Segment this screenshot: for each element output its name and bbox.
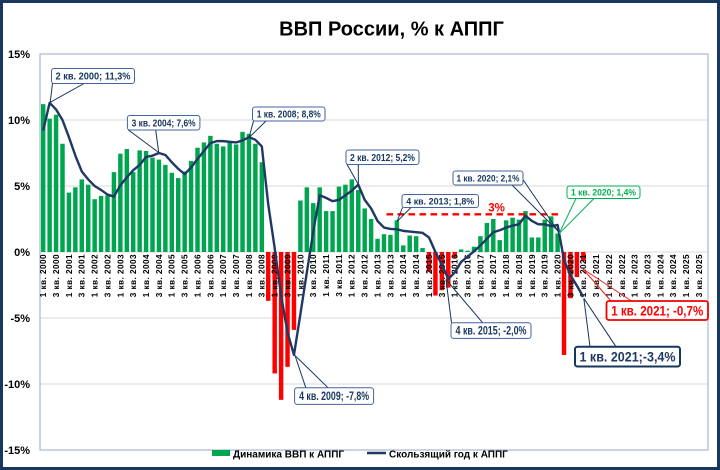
svg-text:ВВП России, % к АППГ: ВВП России, % к АППГ [279, 19, 504, 41]
svg-text:3 кв. 2025: 3 кв. 2025 [695, 254, 704, 297]
svg-text:1 кв. 2011: 1 кв. 2011 [322, 254, 331, 297]
svg-text:Скользящий год к АППГ: Скользящий год к АППГ [389, 450, 508, 461]
svg-text:1 кв. 2022: 1 кв. 2022 [605, 254, 614, 297]
svg-text:3 кв. 2021: 3 кв. 2021 [592, 254, 601, 297]
svg-text:3 кв. 2014: 3 кв. 2014 [412, 254, 421, 297]
svg-text:2 кв. 2012; 5,2%: 2 кв. 2012; 5,2% [350, 153, 415, 164]
svg-text:1 кв. 2006: 1 кв. 2006 [193, 254, 202, 297]
svg-text:1 кв. 2020: 1 кв. 2020 [554, 254, 563, 297]
svg-text:1 кв. 2021;-3,4%: 1 кв. 2021;-3,4% [580, 349, 676, 365]
svg-text:4 кв. 2013; 1,8%: 4 кв. 2013; 1,8% [406, 196, 475, 207]
svg-text:3%: 3% [488, 203, 505, 215]
svg-text:3 кв. 2019: 3 кв. 2019 [541, 254, 550, 297]
svg-text:3 кв. 2006: 3 кв. 2006 [206, 254, 215, 297]
svg-text:3 кв. 2011: 3 кв. 2011 [335, 254, 344, 297]
svg-text:1 кв. 2010: 1 кв. 2010 [296, 254, 305, 297]
svg-text:1 кв. 2019: 1 кв. 2019 [528, 254, 537, 297]
svg-text:3 кв. 2000: 3 кв. 2000 [52, 254, 61, 297]
svg-text:1 кв. 2012: 1 кв. 2012 [348, 254, 357, 297]
svg-text:1 кв. 2003: 1 кв. 2003 [116, 254, 125, 297]
svg-text:1 кв. 2002: 1 кв. 2002 [91, 254, 100, 297]
svg-text:10%: 10% [8, 115, 30, 127]
svg-text:1 кв. 2023: 1 кв. 2023 [631, 254, 640, 297]
svg-text:3 кв. 2018: 3 кв. 2018 [515, 254, 524, 297]
svg-text:-10%: -10% [4, 379, 30, 391]
svg-text:3 кв. 2022: 3 кв. 2022 [618, 254, 627, 297]
svg-text:3 кв. 2004; 7,6%: 3 кв. 2004; 7,6% [132, 118, 196, 129]
svg-text:15%: 15% [8, 49, 30, 61]
svg-text:1 кв. 2018: 1 кв. 2018 [502, 254, 511, 297]
svg-text:1 кв. 2014: 1 кв. 2014 [399, 254, 408, 297]
svg-text:1 кв. 2021; -0,7%: 1 кв. 2021; -0,7% [611, 303, 703, 319]
svg-text:3 кв. 2012: 3 кв. 2012 [361, 254, 370, 297]
svg-text:4 кв. 2009; -7,8%: 4 кв. 2009; -7,8% [299, 391, 369, 403]
svg-text:3 кв. 2007: 3 кв. 2007 [232, 254, 241, 297]
svg-text:1 кв. 2008: 1 кв. 2008 [245, 254, 254, 297]
svg-text:3 кв. 2008: 3 кв. 2008 [258, 254, 267, 297]
svg-text:1 кв. 2024: 1 кв. 2024 [656, 254, 665, 297]
svg-text:1 кв. 2007: 1 кв. 2007 [219, 254, 228, 297]
svg-text:3 кв. 2001: 3 кв. 2001 [78, 254, 87, 297]
svg-text:1 кв. 2008; 8,8%: 1 кв. 2008; 8,8% [257, 110, 321, 121]
svg-text:3 кв. 2015: 3 кв. 2015 [438, 254, 447, 297]
svg-text:1 кв. 2016: 1 кв. 2016 [451, 254, 460, 297]
svg-text:4 кв. 2015; -2,0%: 4 кв. 2015; -2,0% [456, 326, 527, 338]
svg-text:3 кв. 2017: 3 кв. 2017 [489, 254, 498, 297]
svg-text:0%: 0% [14, 247, 30, 259]
svg-text:3 кв. 2002: 3 кв. 2002 [103, 254, 112, 297]
svg-text:1 кв. 2009: 1 кв. 2009 [271, 254, 280, 297]
svg-text:1 кв. 2013: 1 кв. 2013 [373, 254, 382, 297]
svg-text:5%: 5% [14, 181, 30, 193]
svg-text:1 кв. 2001: 1 кв. 2001 [65, 254, 74, 297]
svg-text:Динамика ВВП к АППГ: Динамика ВВП к АППГ [233, 450, 344, 461]
svg-text:1 кв. 2015: 1 кв. 2015 [425, 254, 434, 297]
svg-text:3 кв. 2009: 3 кв. 2009 [283, 254, 292, 297]
svg-text:3 кв. 2010: 3 кв. 2010 [309, 254, 318, 297]
svg-text:1 кв. 2000: 1 кв. 2000 [39, 254, 48, 297]
svg-text:1 кв. 2004: 1 кв. 2004 [142, 254, 151, 297]
svg-text:-15%: -15% [4, 445, 30, 457]
svg-text:1 кв. 2020; 2,1%: 1 кв. 2020; 2,1% [457, 173, 520, 184]
svg-text:2 кв. 2000; 11,3%: 2 кв. 2000; 11,3% [56, 72, 131, 83]
svg-text:1 кв. 2021: 1 кв. 2021 [579, 254, 588, 297]
svg-text:-5%: -5% [10, 313, 30, 325]
svg-text:1 кв. 2025: 1 кв. 2025 [682, 254, 691, 297]
svg-text:3 кв. 2004: 3 кв. 2004 [155, 254, 164, 297]
svg-text:1 кв. 2017: 1 кв. 2017 [476, 254, 485, 297]
svg-text:3 кв. 2003: 3 кв. 2003 [129, 254, 138, 297]
svg-text:3 кв. 2013: 3 кв. 2013 [386, 254, 395, 297]
svg-text:3 кв. 2005: 3 кв. 2005 [181, 254, 190, 297]
svg-text:1 кв. 2005: 1 кв. 2005 [168, 254, 177, 297]
svg-text:3 кв. 2024: 3 кв. 2024 [669, 254, 678, 297]
svg-text:3 кв. 2023: 3 кв. 2023 [644, 254, 653, 297]
svg-text:3 кв. 2016: 3 кв. 2016 [463, 254, 472, 297]
svg-text:1 кв. 2020; 1,4%: 1 кв. 2020; 1,4% [571, 187, 636, 197]
